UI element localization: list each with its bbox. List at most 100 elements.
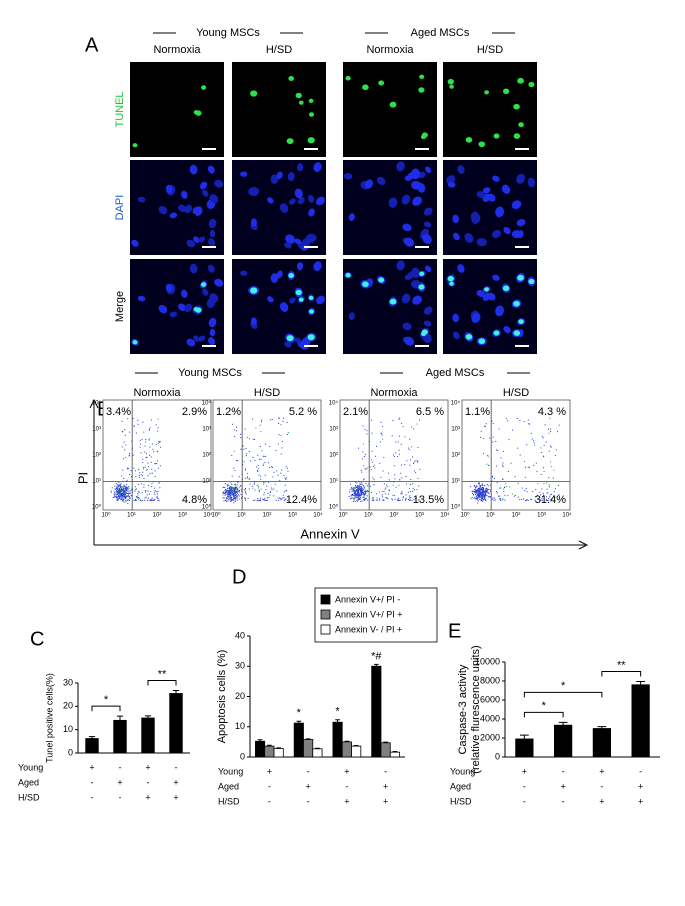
condition-label: H/SD <box>254 387 280 399</box>
flow-event <box>356 494 358 496</box>
flow-event <box>159 465 161 467</box>
flow-event <box>119 485 121 487</box>
flow-event <box>358 494 360 496</box>
flow-event <box>117 488 119 490</box>
flow-event <box>479 490 481 492</box>
flow-event <box>257 471 259 473</box>
flow-event <box>222 486 224 488</box>
flow-event <box>124 449 126 451</box>
tunel-cell <box>378 277 385 283</box>
condition-mark: - <box>600 781 603 791</box>
flow-event <box>482 491 484 493</box>
flow-event <box>480 486 482 488</box>
flow-event <box>397 441 399 443</box>
nucleus <box>208 238 216 247</box>
flow-event <box>149 473 151 475</box>
flow-event <box>372 477 374 479</box>
flow-event <box>126 487 128 489</box>
flow-event <box>259 497 261 499</box>
flow-event <box>264 462 266 464</box>
flow-event <box>228 493 230 495</box>
flow-event <box>478 489 480 491</box>
flow-event <box>119 491 121 493</box>
flow-event <box>534 499 536 501</box>
flow-event <box>353 500 355 502</box>
flow-event <box>370 419 372 421</box>
flow-event <box>477 489 479 491</box>
flow-event <box>262 499 264 501</box>
tunel-cell <box>513 300 520 307</box>
flow-event <box>270 491 272 493</box>
flow-event <box>277 474 279 476</box>
flow-event <box>354 490 356 492</box>
flow-event <box>241 498 243 500</box>
flow-event <box>285 466 287 468</box>
flow-event <box>286 422 288 424</box>
flow-event <box>116 487 118 489</box>
flow-event <box>350 488 352 490</box>
flow-event <box>252 487 254 489</box>
y-tick-label: 20 <box>235 691 245 701</box>
flow-event <box>354 495 356 497</box>
nucleus <box>186 338 196 347</box>
condition-mark: + <box>383 796 388 806</box>
flow-event <box>229 490 231 492</box>
flow-event <box>267 497 269 499</box>
flow-event <box>227 490 229 492</box>
condition-name: H/SD <box>18 792 40 802</box>
flow-event <box>486 490 488 492</box>
flow-event <box>258 485 260 487</box>
flow-event <box>121 496 123 498</box>
error-bar <box>267 744 272 747</box>
flow-event <box>115 492 117 494</box>
flow-event <box>142 471 144 473</box>
flow-event <box>492 423 494 425</box>
flow-event <box>409 499 411 501</box>
tunel-cell <box>513 133 521 139</box>
flow-event <box>268 497 270 499</box>
flow-event <box>123 441 125 443</box>
flow-event <box>358 495 360 497</box>
flow-event <box>127 486 129 488</box>
y-tick-label: 10¹ <box>451 479 460 485</box>
flow-event <box>125 498 127 500</box>
y-axis-label: (relative flurescence units) <box>470 645 482 773</box>
flow-event <box>153 499 155 501</box>
flow-event <box>229 497 231 499</box>
flow-event <box>285 477 287 479</box>
x-tick-label: 10⁰ <box>338 512 348 519</box>
nucleus <box>316 295 325 305</box>
nucleus <box>343 172 353 180</box>
flow-event <box>479 488 481 490</box>
flow-event <box>118 485 120 487</box>
flow-event <box>477 502 479 504</box>
tunel-cell <box>502 285 510 292</box>
nucleus <box>411 267 420 279</box>
flow-event <box>526 491 528 493</box>
flow-event <box>354 493 356 495</box>
flow-event <box>244 491 246 493</box>
flow-event <box>367 499 369 501</box>
nucleus <box>208 317 217 328</box>
flow-event <box>127 488 129 490</box>
flow-event <box>135 496 137 498</box>
flow-event <box>358 484 360 486</box>
quadrant-percent: 4.8% <box>182 494 207 506</box>
flow-event <box>364 494 366 496</box>
flow-event <box>238 476 240 478</box>
flow-event <box>359 488 361 490</box>
flow-event <box>128 493 130 495</box>
flow-event <box>404 436 406 438</box>
flow-event <box>534 496 536 498</box>
flow-event <box>366 433 368 435</box>
flow-event <box>236 495 238 497</box>
flow-event <box>124 496 126 498</box>
flow-event <box>349 498 351 500</box>
flow-event <box>122 486 124 488</box>
flow-event <box>362 425 364 427</box>
tunel-cell <box>132 143 138 148</box>
nucleus <box>396 260 405 271</box>
legend-label: Annexin V- / PI + <box>335 624 402 634</box>
flow-event <box>360 494 362 496</box>
flow-event <box>128 497 130 499</box>
